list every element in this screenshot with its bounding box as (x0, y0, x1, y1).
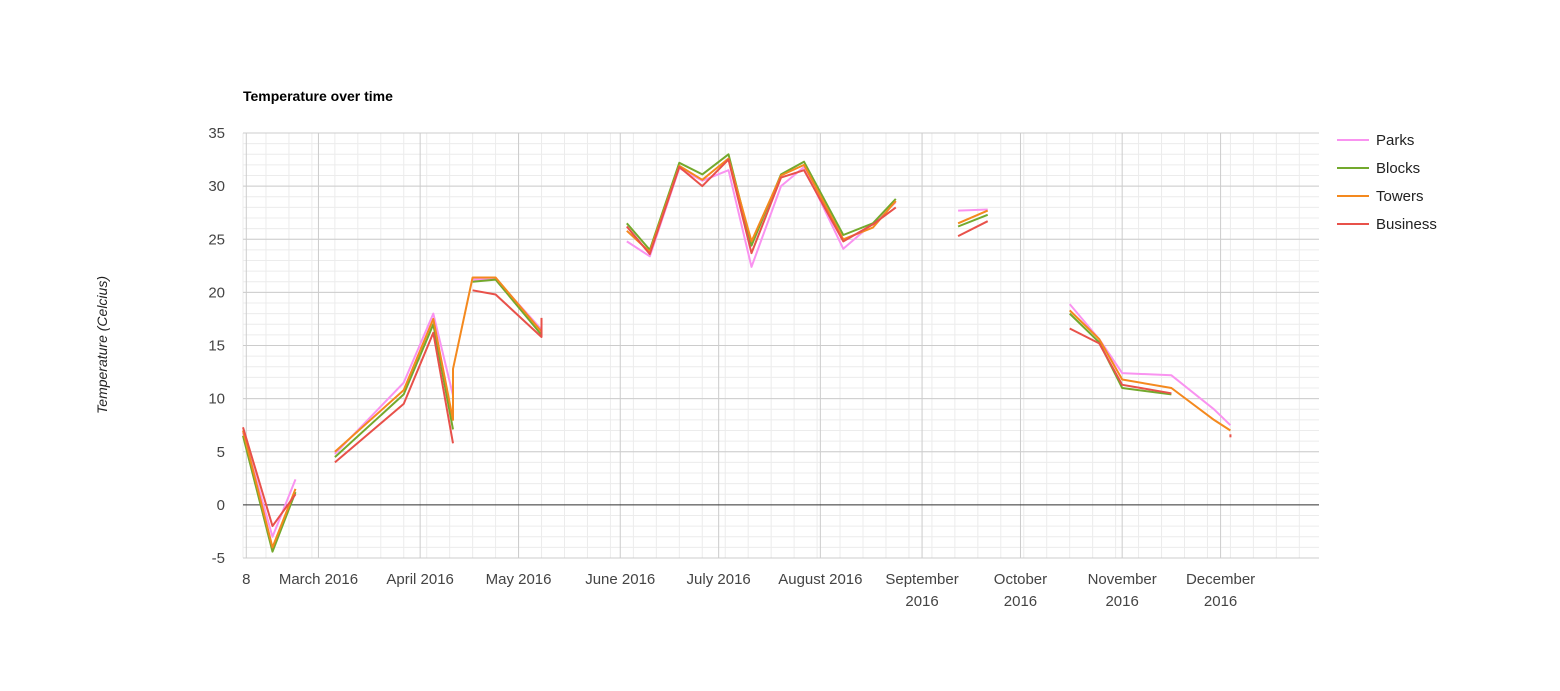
legend[interactable]: Parks Blocks Towers Business (1337, 132, 1437, 233)
x-tick-label-line: December (1186, 571, 1255, 588)
x-tick-label-line: October (994, 571, 1047, 588)
y-tick-label: 10 (208, 391, 225, 408)
series-line-segment (958, 208, 988, 212)
chart-title: Temperature over time (243, 88, 393, 104)
legend-item-blocks[interactable]: Blocks (1337, 160, 1420, 177)
x-tick-label: March 2016 (279, 571, 358, 588)
x-tick-label-line: May 2016 (486, 571, 552, 588)
legend-label: Parks (1376, 132, 1414, 149)
series-line-segment (1069, 309, 1231, 432)
series-line-segment (242, 430, 297, 549)
series-line-segment (334, 276, 543, 453)
y-tick-label: 20 (208, 284, 225, 301)
series-line-segment (957, 209, 989, 225)
legend-label: Business (1376, 216, 1437, 233)
series-line-segment (957, 220, 989, 237)
x-tick-label-line: 8 (242, 571, 250, 588)
series-towers (242, 157, 1231, 549)
x-tick-label-line: August 2016 (778, 571, 862, 588)
series-line-segment (334, 331, 454, 464)
series-business (242, 158, 1232, 528)
x-tick-label-line: 2016 (1105, 593, 1138, 610)
series-line-segment (626, 158, 897, 256)
x-tick-label-line: 2016 (905, 593, 938, 610)
y-tick-label: 5 (217, 444, 225, 461)
x-tick-label-line: April 2016 (386, 571, 454, 588)
legend-item-towers[interactable]: Towers (1337, 188, 1424, 205)
y-tick-label: 15 (208, 338, 225, 355)
x-tick-label: June 2016 (585, 571, 655, 588)
series-line-segment (1068, 303, 1232, 426)
x-tick-label: April 2016 (386, 571, 454, 588)
x-tick-label: December 2016 (1186, 571, 1255, 610)
x-tick-label-line: 2016 (1204, 593, 1237, 610)
y-tick-label: -5 (212, 550, 225, 567)
y-axis-ticks: 35 30 25 20 15 10 5 0 -5 (208, 125, 225, 567)
series-parks (242, 166, 1232, 538)
x-axis-ticks: 8 March 2016 April 2016 May 2016 June 2016 Ju… (242, 571, 1255, 610)
x-tick-label: November 2016 (1088, 571, 1157, 610)
x-tick-label-line: September (885, 571, 958, 588)
x-tick-label-line: June 2016 (585, 571, 655, 588)
legend-label: Towers (1376, 188, 1424, 205)
series-line-segment (242, 435, 297, 553)
legend-label: Blocks (1376, 160, 1420, 177)
x-tick-label: May 2016 (486, 571, 552, 588)
x-tick-label: July 2016 (687, 571, 751, 588)
series-line-segment (472, 278, 543, 336)
x-tick-label-line: 2016 (1004, 593, 1037, 610)
x-tick-label: August 2016 (778, 571, 862, 588)
y-tick-label: 35 (208, 125, 225, 142)
series-line-segment (334, 312, 454, 455)
series-line-segment (242, 432, 297, 538)
y-tick-label: 30 (208, 178, 225, 195)
x-tick-label: 8 (242, 571, 250, 588)
x-tick-label: September 2016 (885, 571, 958, 610)
y-axis-label: Temperature (Celcius) (94, 276, 110, 414)
x-tick-label: October 2016 (994, 571, 1047, 610)
series-line-segment (334, 323, 454, 458)
y-tick-label: 25 (208, 231, 225, 248)
series-line-segment (626, 166, 897, 268)
x-tick-label-line: July 2016 (687, 571, 751, 588)
x-tick-label-line: March 2016 (279, 571, 358, 588)
y-tick-label: 0 (217, 497, 225, 514)
legend-item-parks[interactable]: Parks (1337, 132, 1414, 149)
legend-item-business[interactable]: Business (1337, 216, 1437, 233)
series-line-segment (242, 427, 297, 528)
series-blocks (242, 153, 1172, 553)
series-lines (242, 153, 1232, 553)
series-line-segment (957, 213, 989, 228)
series-line-segment (472, 289, 543, 338)
series-line-segment (1069, 327, 1172, 395)
x-tick-label-line: November (1088, 571, 1157, 588)
